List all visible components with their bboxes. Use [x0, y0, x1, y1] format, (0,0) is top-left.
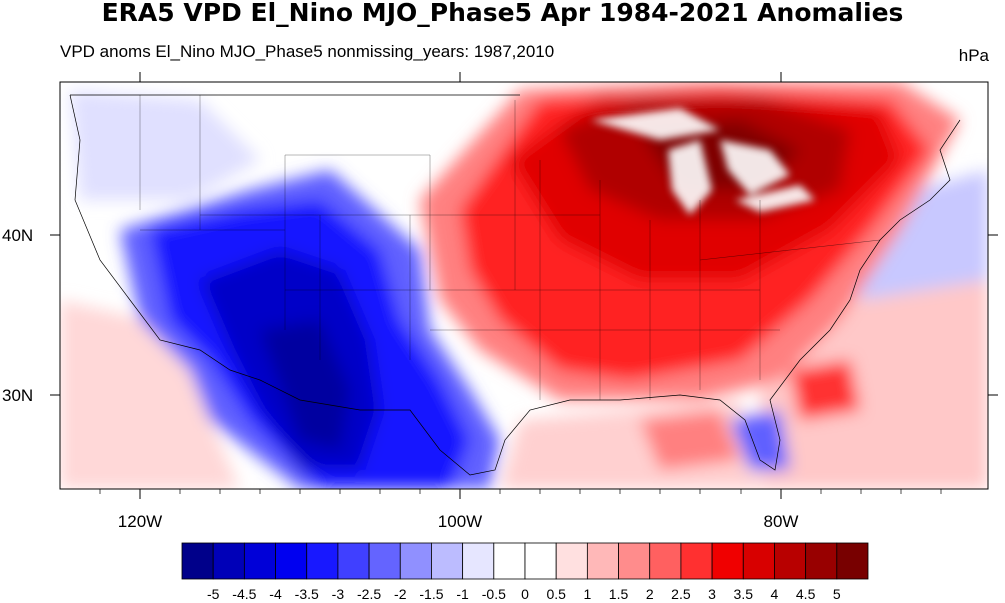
colorbar-tick-label: 1.5	[608, 586, 629, 602]
colorbar-swatch	[649, 542, 682, 580]
colorbar-tick-label: -3.5	[294, 586, 319, 602]
colorbar-swatch	[805, 542, 838, 580]
minor-ticks	[99, 489, 942, 494]
anomaly-field	[60, 82, 988, 489]
colorbar-tick-label: 2	[645, 586, 654, 602]
colorbar-tick-label: -4.5	[232, 586, 257, 602]
units-label: hPa	[958, 46, 989, 65]
map-title: ERA5 VPD El_Nino MJO_Phase5 Apr 1984-202…	[101, 0, 904, 27]
colorbar-swatch	[399, 542, 432, 580]
colorbar-tick-label: 3	[708, 586, 716, 602]
colorbar-tick-label: -1.5	[419, 586, 444, 602]
colorbar-tick-label: -4	[269, 586, 282, 602]
colorbar-swatch	[618, 542, 651, 580]
colorbar-tick-label: 4.5	[795, 586, 816, 602]
colorbar-tick-label: 0	[521, 586, 529, 602]
colorbar-tick-label: 3.5	[733, 586, 753, 602]
state-boundaries	[139, 95, 881, 400]
colorbar-swatch	[836, 542, 869, 580]
colorbar-swatch	[555, 542, 588, 580]
colorbar-tick-label: 2.5	[671, 586, 691, 602]
lon-label-120w: 120W	[117, 512, 163, 531]
colorbar-swatch	[306, 542, 339, 580]
colorbar-swatch	[586, 542, 619, 580]
colorbar-swatch	[742, 542, 775, 580]
lat-label-40n: 40N	[2, 226, 34, 245]
colorbar-tick-label: -5	[206, 586, 220, 602]
colorbar-tick-label: 5	[832, 586, 841, 602]
map-frame	[59, 81, 989, 490]
colorbar-tick-label: -3	[331, 586, 345, 602]
colorbar-swatch	[774, 542, 807, 580]
colorbar-swatch	[431, 542, 464, 580]
colorbar	[181, 542, 869, 580]
colorbar-swatch	[680, 542, 713, 580]
colorbar-tick-label: 4	[770, 586, 779, 602]
colorbar-swatch	[275, 542, 308, 580]
colorbar-swatch	[212, 542, 245, 580]
map-subtitle: VPD anoms El_Nino MJO_Phase5 nonmissing_…	[60, 42, 555, 61]
colorbar-swatch	[493, 542, 526, 580]
colorbar-tick-label: -2	[394, 586, 407, 602]
colorbar-swatch	[462, 542, 495, 580]
colorbar-swatch	[243, 542, 276, 580]
colorbar-tick-label: -1	[456, 586, 469, 602]
colorbar-tick-label: -2.5	[357, 586, 382, 602]
lon-label-80w: 80W	[763, 512, 799, 531]
axis-ticks	[50, 72, 998, 499]
colorbar-tick-label: 1	[583, 586, 592, 602]
colorbar-swatch	[524, 542, 557, 580]
lat-label-30n: 30N	[2, 386, 34, 405]
colorbar-swatch	[368, 542, 401, 580]
colorbar-swatch	[337, 542, 370, 580]
colorbar-tick-label: 0.5	[546, 586, 566, 602]
lon-label-100w: 100W	[437, 512, 483, 531]
colorbar-tick-label: -0.5	[481, 586, 506, 602]
colorbar-swatch	[181, 542, 214, 580]
colorbar-swatch	[711, 542, 744, 580]
